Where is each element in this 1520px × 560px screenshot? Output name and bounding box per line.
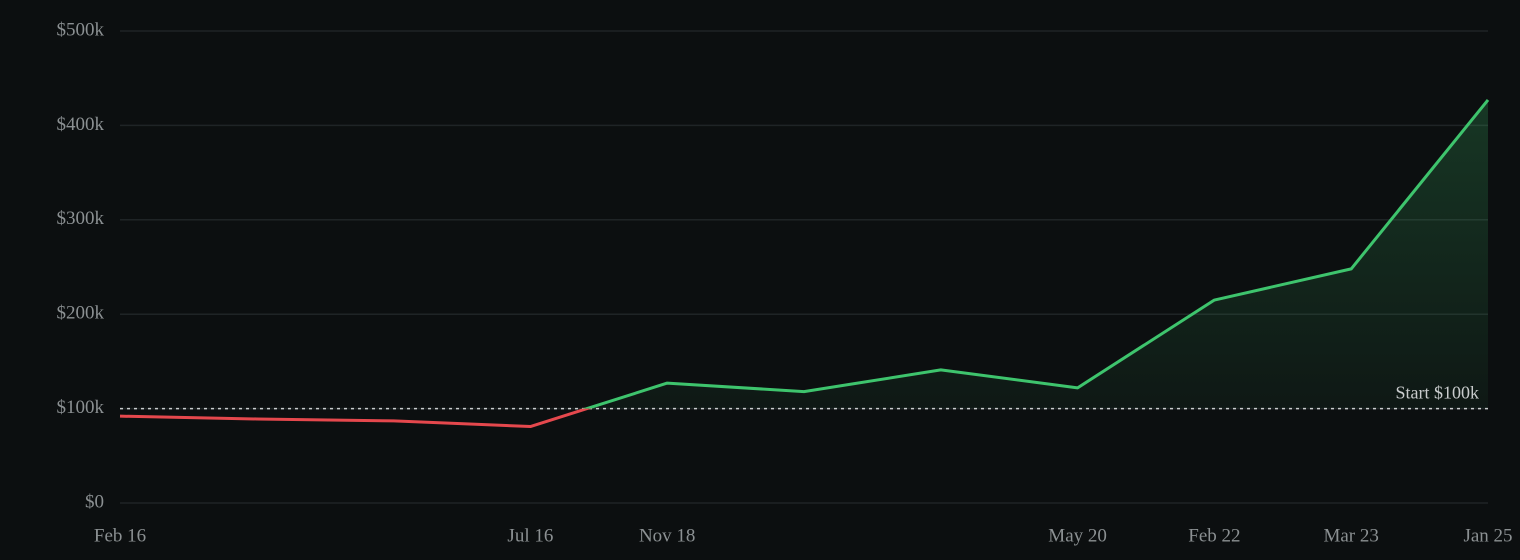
x-tick-label: May 20 xyxy=(1048,525,1107,546)
area xyxy=(120,99,1488,409)
reference-label: Start $100k xyxy=(1396,383,1480,403)
x-tick-label: Feb 16 xyxy=(94,525,146,546)
line-below xyxy=(119,408,592,429)
y-tick-label: $400k xyxy=(57,114,105,135)
x-tick-label: Feb 22 xyxy=(1188,525,1240,546)
x-tick-label: Jul 16 xyxy=(507,525,553,546)
y-tick-label: $300k xyxy=(57,208,105,229)
y-tick-label: $500k xyxy=(57,19,105,40)
x-tick-label: Jan 25 xyxy=(1463,525,1512,546)
y-tick-label: $0 xyxy=(85,491,104,512)
x-tick-label: Mar 23 xyxy=(1323,525,1378,546)
y-tick-label: $200k xyxy=(57,303,105,324)
y-tick-label: $100k xyxy=(57,397,105,418)
line-above xyxy=(581,98,1490,409)
x-tick-label: Nov 18 xyxy=(639,525,695,546)
